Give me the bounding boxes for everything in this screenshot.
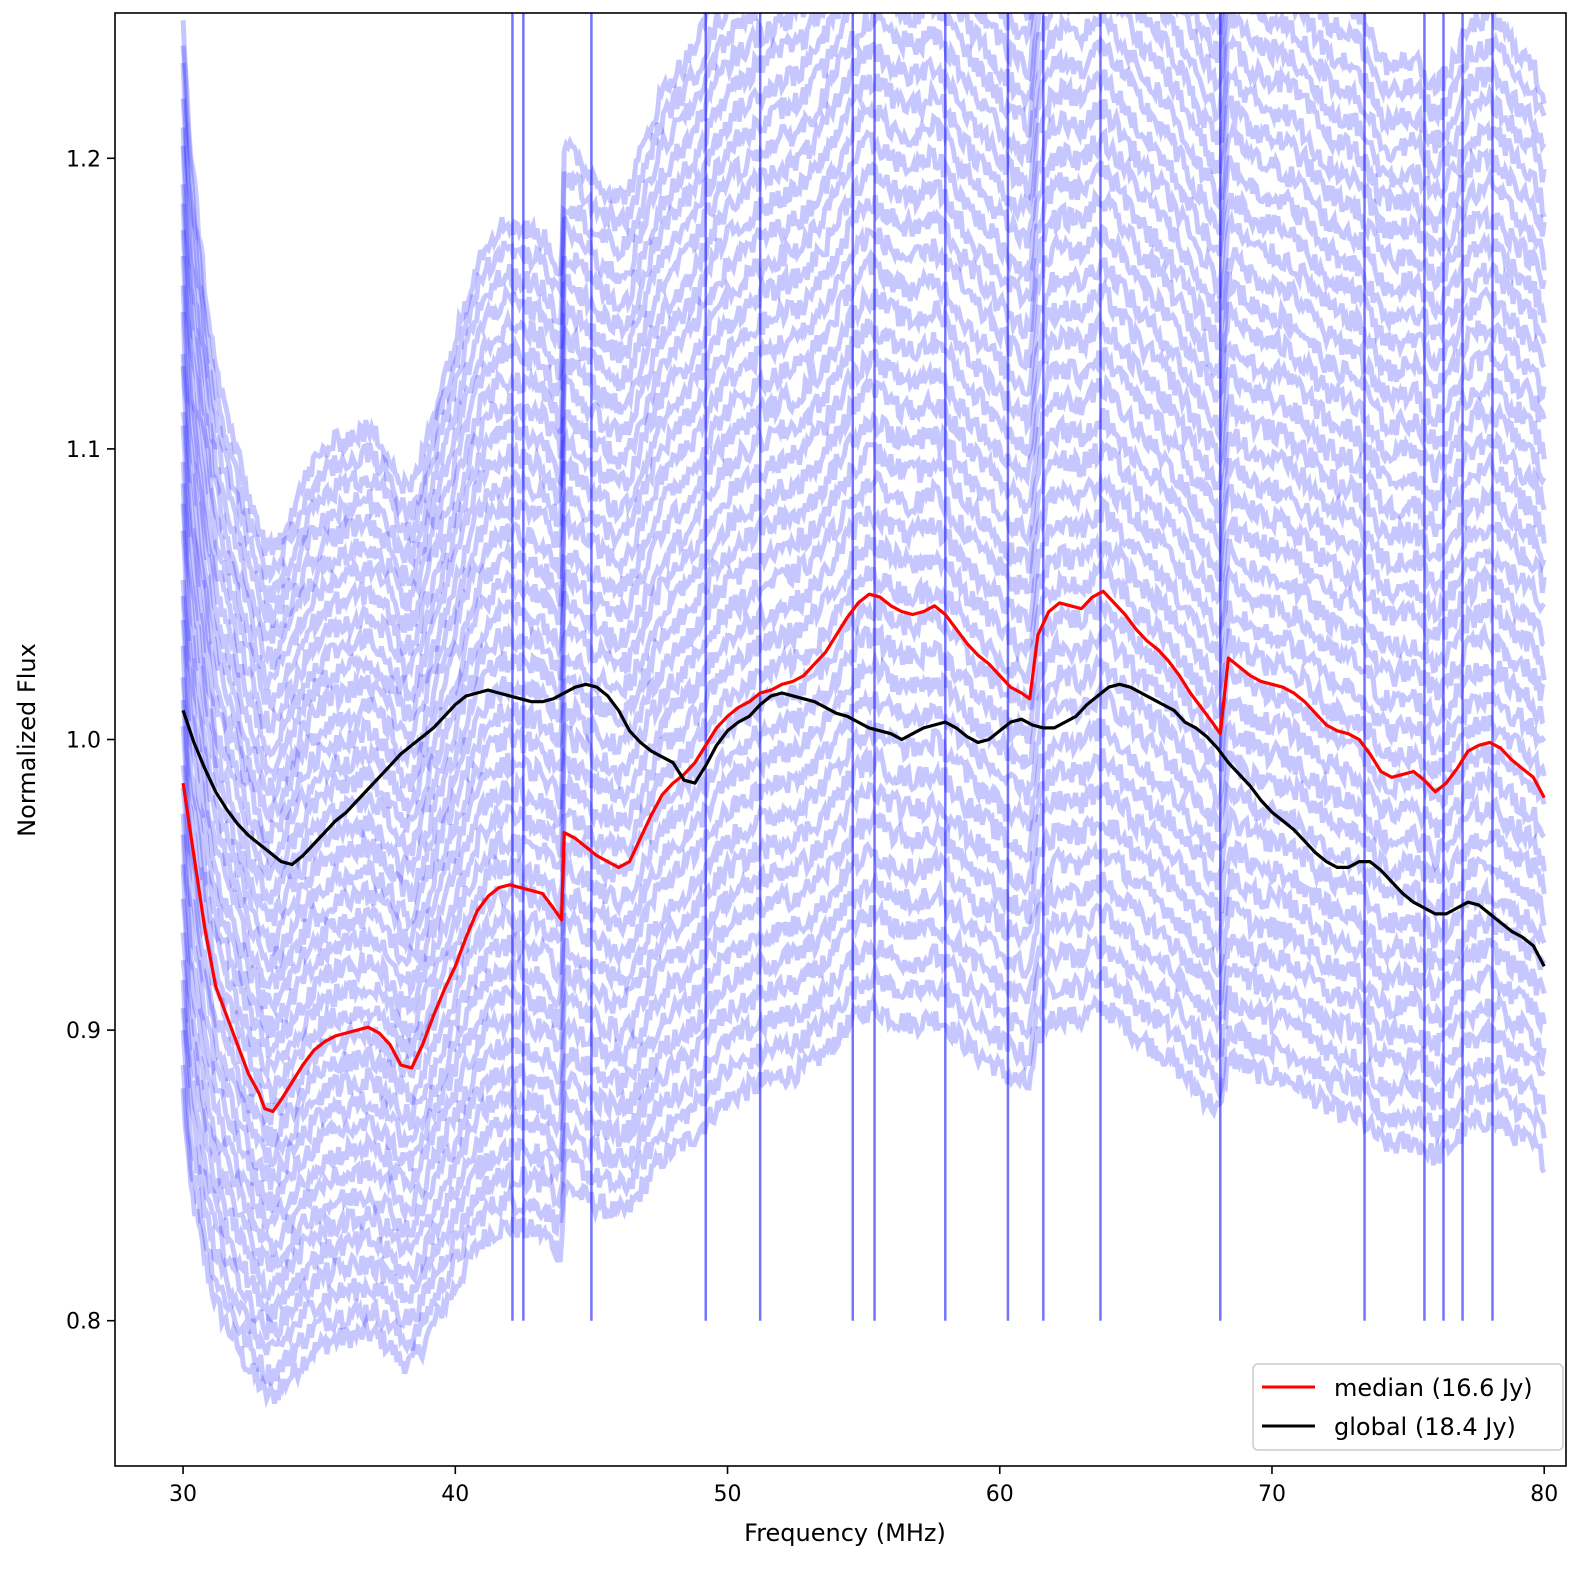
x-tick-label-4: 70	[1258, 1482, 1286, 1507]
background-spectrum-37	[180, 13, 1547, 629]
x-tick-label-0: 30	[169, 1482, 197, 1507]
background-spectrum-28	[180, 160, 1547, 823]
background-spectrum-34	[180, 13, 1547, 691]
background-spectrum-23	[180, 309, 1547, 927]
background-spectrum-35	[180, 13, 1547, 671]
series-line-global	[181, 682, 1546, 967]
y-tick-label-4: 1.2	[66, 147, 101, 172]
x-tick-label-2: 50	[714, 1482, 742, 1507]
background-spectrum-25	[180, 247, 1547, 881]
background-spectrum-11	[180, 678, 1547, 1191]
background-spectrum-29	[180, 127, 1547, 805]
background-spectrum-31	[180, 69, 1547, 759]
background-spectrum-4	[180, 898, 1546, 1341]
background-spectrum-27	[180, 187, 1547, 844]
background-spectrum-15	[180, 554, 1547, 1105]
background-spectrum-1	[180, 991, 1547, 1409]
legend-entry-median: median (16.6 Jy)	[1334, 1374, 1533, 1402]
background-spectrum-17	[180, 495, 1546, 1058]
background-spectrum-40	[180, 13, 1547, 557]
background-spectrum-5	[180, 868, 1547, 1323]
x-tick-label-5: 80	[1530, 1482, 1558, 1507]
background-spectrum-13	[180, 622, 1546, 1149]
background-spectrum-8	[180, 781, 1547, 1257]
background-spectrum-39	[180, 13, 1547, 585]
background-spectrum-22	[180, 346, 1547, 958]
y-tick-label-3: 1.1	[66, 438, 101, 463]
background-spectrum-33	[180, 13, 1547, 714]
background-spectrum-32	[180, 35, 1547, 735]
legend: median (16.6 Jy) global (18.4 Jy)	[1252, 1363, 1564, 1451]
x-tick-label-3: 60	[986, 1482, 1014, 1507]
background-spectrum-10	[180, 717, 1547, 1213]
y-axis: 0.8 0.9 1.0 1.1 1.2	[66, 147, 115, 1335]
background-spectrum-19	[180, 438, 1547, 1018]
background-spectrum-9	[180, 745, 1547, 1233]
background-spectrum-30	[180, 99, 1547, 784]
x-axis: 30 40 50 60 70 80	[169, 1466, 1558, 1507]
background-spectrum-14	[180, 590, 1547, 1127]
y-tick-label-2: 1.0	[66, 729, 101, 754]
series-line-median	[181, 589, 1546, 1114]
background-spectrum-6	[180, 840, 1547, 1301]
x-tick-label-1: 40	[441, 1482, 469, 1507]
background-spectrum-38	[180, 13, 1547, 605]
background-spectrum-16	[180, 532, 1547, 1083]
y-tick-label-0: 0.8	[66, 1310, 101, 1335]
background-spectrum-2	[180, 958, 1547, 1386]
background-spectrum-26	[180, 223, 1547, 869]
legend-box	[1252, 1363, 1564, 1451]
background-spectrum-7	[180, 806, 1547, 1273]
background-spectrum-36	[180, 13, 1547, 644]
background-spectrum-12	[180, 649, 1547, 1168]
y-tick-label-1: 0.9	[66, 1019, 101, 1044]
background-spectrum-3	[180, 932, 1547, 1356]
y-axis-label: Normalized Flux	[13, 643, 41, 837]
background-spectrum-18	[180, 469, 1546, 1039]
x-axis-label: Frequency (MHz)	[744, 1519, 946, 1547]
plot-area	[180, 13, 1547, 1409]
background-spectrum-24	[180, 278, 1547, 905]
background-spectrum-21	[180, 373, 1547, 973]
legend-entry-global: global (18.4 Jy)	[1334, 1413, 1516, 1441]
background-spectrum-20	[180, 407, 1546, 990]
